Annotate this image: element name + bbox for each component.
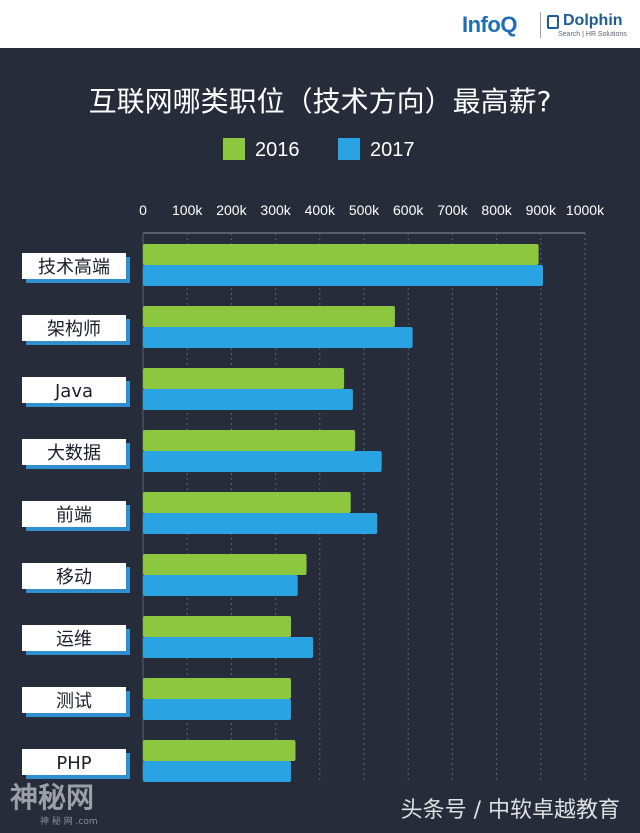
x-tick-label: 1000k: [566, 202, 605, 218]
dolphin-logo: Dolphin: [563, 12, 623, 29]
category-label-box: [22, 563, 126, 589]
category-label-box: [22, 625, 126, 651]
bar-2016: [143, 678, 292, 699]
category-label-box: [22, 439, 126, 465]
source-credit: 头条号 / 中软卓越教育: [400, 798, 620, 823]
bar-2016: [143, 740, 296, 761]
bar-2017: [143, 389, 353, 410]
category-label: PHP: [56, 753, 91, 774]
category-label-box: [22, 501, 126, 527]
category-label: 大数据: [47, 443, 101, 464]
x-tick-label: 800k: [481, 202, 512, 218]
logo-divider: [540, 12, 541, 38]
bars: [143, 244, 544, 782]
bar-2016: [143, 430, 356, 451]
x-tick-label: 500k: [349, 202, 380, 218]
legend-swatch-2017: [338, 138, 360, 160]
x-tick-label: 300k: [260, 202, 291, 218]
bar-2017: [143, 637, 314, 658]
bar-2016: [143, 492, 351, 513]
category-label: 运维: [56, 629, 92, 650]
bar-chart: 2016 2017 0 100k 200k 300k 400k 500k 600k 700k 80…: [22, 138, 605, 782]
legend-label-2017: 2017: [370, 139, 415, 161]
bar-2017: [143, 575, 298, 596]
x-tick-label: 400k: [305, 202, 336, 218]
bar-2017: [143, 513, 378, 534]
bar-2017: [143, 265, 544, 286]
category-label-box: [22, 749, 126, 775]
bar-2017: [143, 761, 292, 782]
category-label: 移动: [56, 567, 92, 588]
watermark-logo: 神秘网: [10, 781, 95, 814]
chart-legend: 2016 2017: [223, 138, 415, 161]
x-tick-label: 900k: [526, 202, 557, 218]
category-label: 技术高端: [38, 257, 110, 278]
category-label-box: [22, 253, 126, 279]
x-tick-label: 600k: [393, 202, 424, 218]
chart-title: 互联网哪类职位（技术方向）最高薪?: [88, 85, 552, 118]
bar-2017: [143, 451, 382, 472]
legend-swatch-2016: [223, 138, 245, 160]
infoq-logo: InfoQ: [462, 12, 517, 37]
category-label: 测试: [56, 691, 92, 712]
category-label-box: [22, 687, 126, 713]
category-label-box: [22, 315, 126, 341]
dolphin-logo-icon: [547, 15, 559, 29]
top-brand-bar: InfoQ Dolphin Search | HR Solutions: [0, 0, 640, 48]
bar-2017: [143, 699, 292, 720]
dolphin-logo-subtitle: Search | HR Solutions: [558, 31, 627, 38]
category-label: 架构师: [47, 319, 101, 340]
x-tick-label: 0: [139, 202, 147, 218]
category-label: Java: [54, 381, 93, 402]
bar-2016: [143, 368, 345, 389]
legend-label-2016: 2016: [255, 139, 300, 161]
bar-2016: [143, 616, 292, 637]
bar-2017: [143, 327, 413, 348]
category-label-box: [22, 377, 126, 403]
x-tick-label: 700k: [437, 202, 468, 218]
bar-2016: [143, 554, 307, 575]
category-label: 前端: [56, 505, 92, 526]
x-axis-ticks: 0 100k 200k 300k 400k 500k 600k 700k 800k 900k 100…: [139, 202, 605, 218]
bar-2016: [143, 306, 395, 327]
bar-2016: [143, 244, 539, 265]
watermark-url: 神 秘 网 .com: [40, 817, 98, 827]
x-tick-label: 200k: [216, 202, 247, 218]
x-tick-label: 100k: [172, 202, 203, 218]
